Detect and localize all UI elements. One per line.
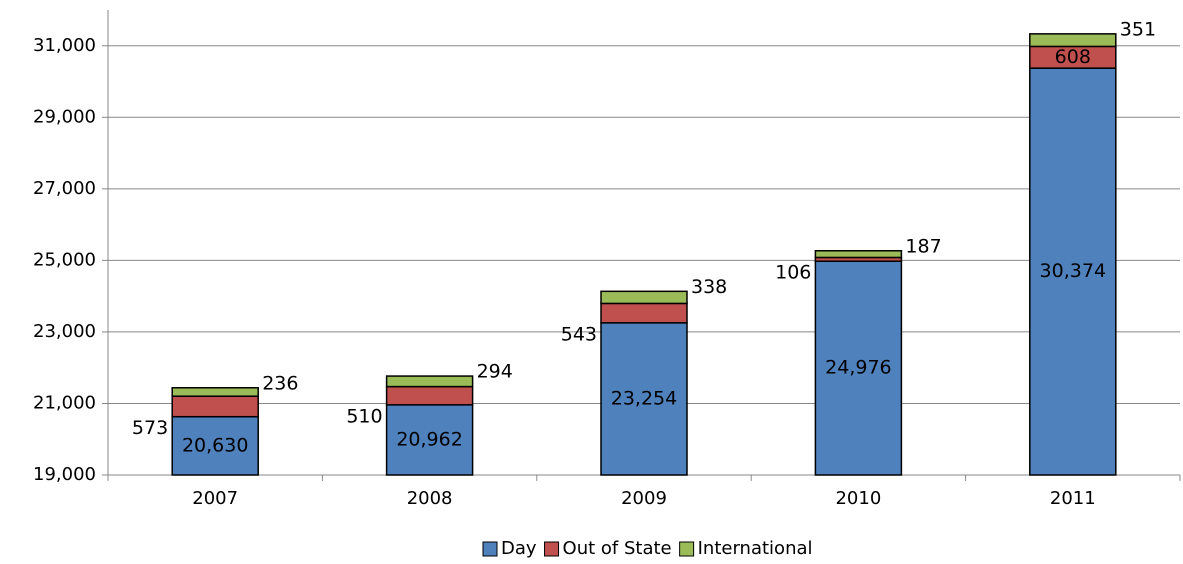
legend-label: Day (501, 538, 537, 559)
data-label: 510 (346, 405, 382, 427)
y-tick-label: 23,000 (33, 321, 96, 342)
bar-segment (600, 290, 688, 305)
data-label: 351 (1120, 18, 1156, 40)
y-tick-label: 29,000 (33, 106, 96, 127)
y-tick-label: 31,000 (33, 35, 96, 56)
data-label: 573 (132, 417, 168, 439)
data-label: 294 (477, 361, 513, 383)
bar-segment (814, 250, 903, 259)
data-label: 106 (775, 262, 811, 284)
x-tick-label: 2010 (835, 488, 881, 509)
bar-segment (385, 404, 474, 476)
data-label: 236 (262, 372, 298, 394)
bar-segment (385, 375, 474, 388)
legend-label: International (698, 538, 813, 559)
x-tick-label: 2008 (407, 488, 453, 509)
y-tick-label: 25,000 (33, 249, 96, 270)
y-tick-label: 21,000 (33, 392, 96, 413)
data-label: 543 (561, 323, 597, 345)
data-label: 338 (691, 276, 727, 298)
bar-segment (1029, 33, 1117, 48)
y-tick-label: 19,000 (33, 464, 96, 485)
bar-segment (1029, 67, 1117, 476)
y-tick-label: 27,000 (33, 178, 96, 199)
legend-swatch (544, 541, 560, 557)
data-label: 23,254 (611, 387, 677, 409)
legend: Day Out of State International (482, 538, 813, 559)
data-label: 187 (905, 235, 941, 257)
bar-segment (600, 302, 688, 324)
bar-segment (171, 395, 259, 418)
bar-segment (171, 387, 259, 397)
x-tick-label: 2011 (1050, 488, 1096, 509)
data-label: 30,374 (1040, 260, 1106, 282)
data-label: 608 (1055, 46, 1091, 68)
bar-segment (385, 385, 474, 406)
data-label: 20,630 (182, 434, 248, 456)
legend-swatch (482, 541, 498, 557)
data-label: 20,962 (396, 428, 462, 450)
legend-swatch (679, 541, 695, 557)
x-tick-label: 2009 (621, 488, 667, 509)
data-label: 24,976 (825, 357, 891, 379)
legend-label: Out of State (563, 538, 672, 559)
x-tick-label: 2007 (192, 488, 238, 509)
